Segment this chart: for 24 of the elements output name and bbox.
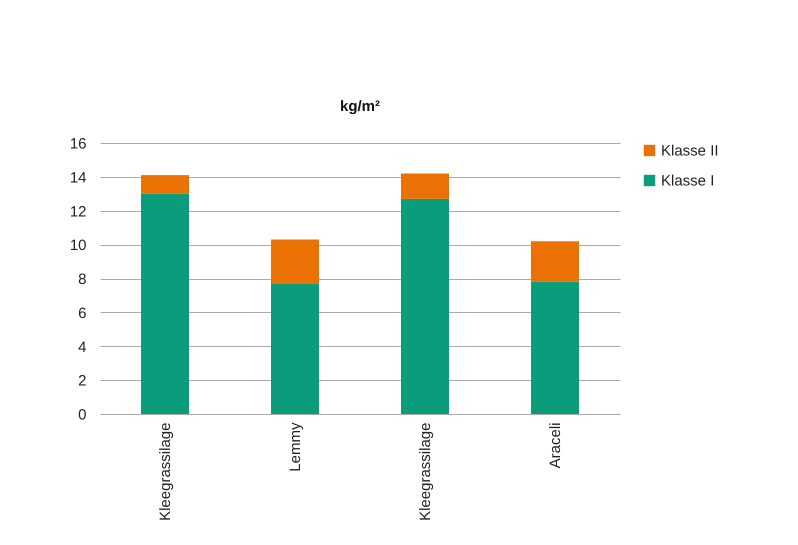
x-tick-label: Kleegrassilage <box>157 422 174 521</box>
y-tick-label: 4 <box>78 338 86 356</box>
x-tick-label: Araceli <box>547 422 564 468</box>
bar <box>531 282 579 414</box>
x-tick-label: Lemmy <box>287 422 304 472</box>
legend-label: Klasse II <box>661 142 719 160</box>
bar <box>401 173 449 199</box>
x-tick-label: Kleegrassilage <box>417 422 434 521</box>
y-tick-label: 6 <box>78 304 86 322</box>
chart-title: kg/m² <box>340 98 380 115</box>
bar <box>141 175 189 194</box>
y-tick-label: 10 <box>70 237 86 254</box>
y-tick-label: 8 <box>78 271 86 288</box>
y-tick-label: 16 <box>70 136 86 152</box>
bar <box>271 284 319 414</box>
bar <box>141 194 189 414</box>
y-tick-label: 14 <box>70 169 86 186</box>
bar <box>401 198 449 414</box>
bar <box>271 240 319 284</box>
legend-label: Klasse I <box>661 172 714 190</box>
bar <box>531 241 579 282</box>
y-tick-label: 12 <box>70 203 86 220</box>
y-tick-label: 0 <box>78 406 86 424</box>
y-tick-label: 2 <box>78 372 86 390</box>
